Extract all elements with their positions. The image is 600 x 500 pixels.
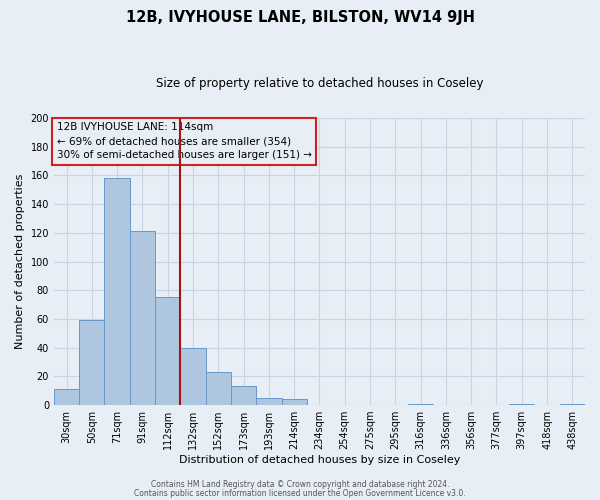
Bar [104,178,130,405]
Bar [54,390,79,405]
Text: Contains public sector information licensed under the Open Government Licence v3: Contains public sector information licen… [134,488,466,498]
Bar [130,232,155,405]
Title: Size of property relative to detached houses in Coseley: Size of property relative to detached ho… [156,78,483,90]
X-axis label: Distribution of detached houses by size in Coseley: Distribution of detached houses by size … [179,455,460,465]
Bar [560,404,585,405]
Text: 12B, IVYHOUSE LANE, BILSTON, WV14 9JH: 12B, IVYHOUSE LANE, BILSTON, WV14 9JH [125,10,475,25]
Bar [155,298,181,405]
Bar [206,372,231,405]
Bar [281,400,307,405]
Y-axis label: Number of detached properties: Number of detached properties [15,174,25,350]
Bar [509,404,535,405]
Bar [231,386,256,405]
Bar [181,348,206,405]
Text: Contains HM Land Registry data © Crown copyright and database right 2024.: Contains HM Land Registry data © Crown c… [151,480,449,489]
Text: 12B IVYHOUSE LANE: 114sqm
← 69% of detached houses are smaller (354)
30% of semi: 12B IVYHOUSE LANE: 114sqm ← 69% of detac… [56,122,311,160]
Bar [256,398,281,405]
Bar [79,320,104,405]
Bar [408,404,433,405]
